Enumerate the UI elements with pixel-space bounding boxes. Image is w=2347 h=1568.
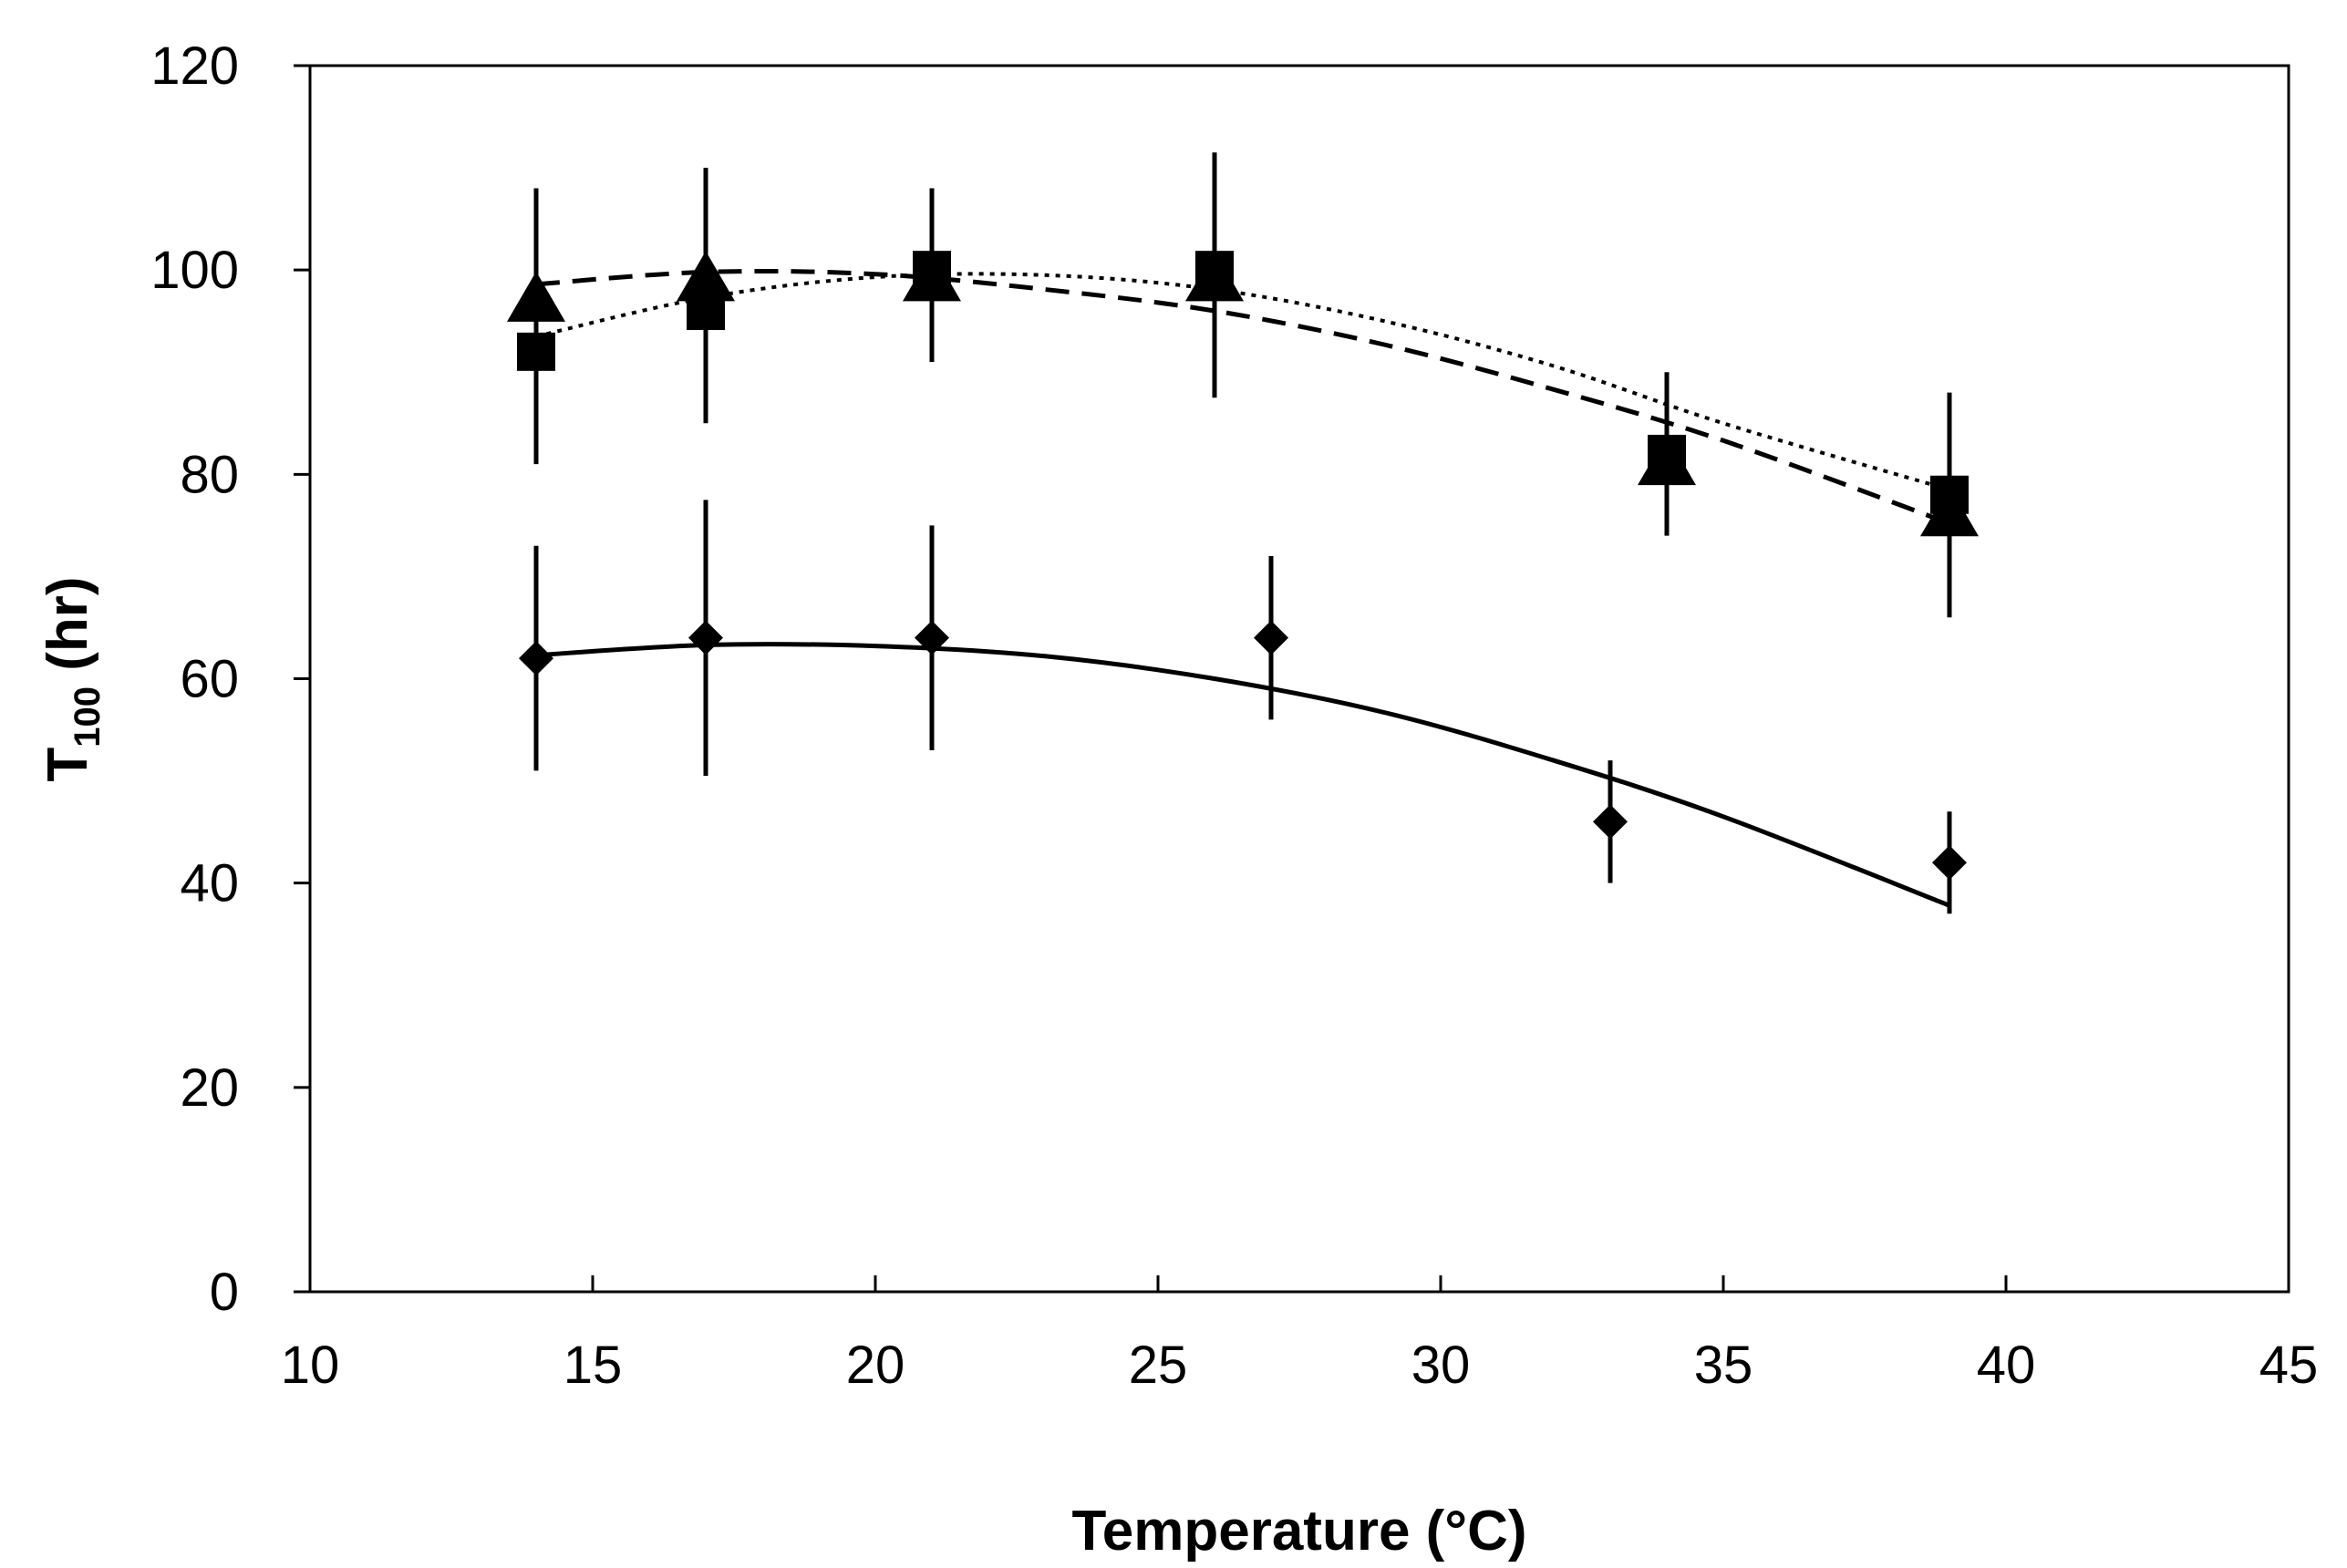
y-axis-title-suffix: (hr) xyxy=(36,576,99,686)
x-tick-label: 10 xyxy=(281,1336,340,1395)
diamond-marker xyxy=(1254,620,1288,655)
square-marker xyxy=(517,332,555,371)
y-tick-label: 100 xyxy=(150,241,239,300)
x-axis-title: Temperature (°C) xyxy=(1071,1500,1526,1563)
plot-area xyxy=(308,64,2290,1294)
y-tick-label: 80 xyxy=(180,445,239,504)
y-axis-title-main: T xyxy=(36,748,99,782)
fit-curves xyxy=(535,268,1950,908)
triangle-marker xyxy=(507,271,565,322)
fit-curve-solid xyxy=(535,642,1950,908)
x-tick-label: 45 xyxy=(2259,1336,2319,1395)
square-marker xyxy=(687,292,725,330)
x-tick-label: 25 xyxy=(1129,1336,1188,1395)
diamond-marker xyxy=(688,620,723,655)
diamond-marker xyxy=(1932,845,1967,881)
square-marker xyxy=(913,251,951,290)
square-marker xyxy=(1648,434,1686,473)
diamond-marker xyxy=(1593,804,1628,840)
triangle-marker xyxy=(677,251,735,302)
x-tick-label: 30 xyxy=(1411,1336,1471,1395)
y-tick-label: 20 xyxy=(180,1058,239,1118)
x-tick-label: 20 xyxy=(846,1336,905,1395)
x-tick-label: 15 xyxy=(563,1336,623,1395)
x-tick-label: 35 xyxy=(1694,1336,1753,1395)
fit-curve-dashed xyxy=(535,268,1950,526)
x-tick-label: 40 xyxy=(1977,1336,2036,1395)
y-tick-label: 0 xyxy=(210,1263,239,1322)
diamond-marker xyxy=(915,620,949,655)
y-axis-title: T100 (hr) xyxy=(36,576,108,781)
square-marker xyxy=(1930,475,1969,514)
square-marker xyxy=(1195,251,1234,290)
y-tick-label: 60 xyxy=(180,650,239,709)
y-tick-label: 120 xyxy=(150,36,239,96)
fit-curve-dotted xyxy=(535,272,1950,492)
y-tick-label: 40 xyxy=(180,854,239,913)
data-markers xyxy=(507,251,1979,881)
diamond-marker xyxy=(519,641,553,676)
y-axis-title-subscript: 100 xyxy=(67,686,108,748)
y-axis: 0 20 40 60 80 100 120 xyxy=(150,36,310,1322)
x-axis: 10 15 20 25 30 35 40 45 xyxy=(281,1275,2319,1395)
